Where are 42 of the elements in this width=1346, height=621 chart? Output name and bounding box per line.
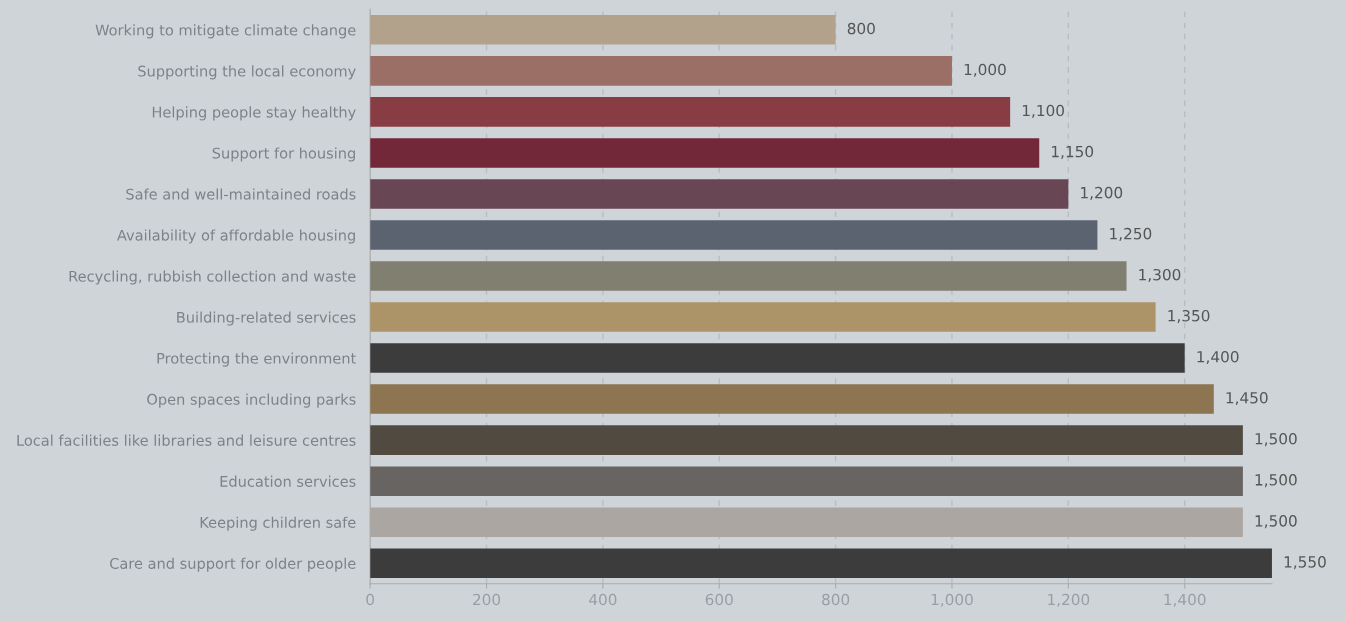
y-tick-label: Helping people stay healthy [152,106,356,121]
bar [370,384,1214,414]
data-label: 1,500 [1255,515,1297,529]
y-tick-label: Support for housing [212,147,355,162]
bar [370,97,1011,127]
data-label: 1,000 [964,63,1006,77]
y-tick-label: Open spaces including parks [147,393,356,408]
y-tick-label: Recycling, rubbish collection and waste [69,270,356,285]
y-tick-label: Education services [220,475,356,487]
y-tick-label: Availability of affordable housing [117,229,355,244]
y-tick-label: Supporting the local economy [138,65,356,80]
data-label: 1,300 [1139,268,1181,282]
y-tick-label: Keeping children safe [200,516,356,531]
data-label: 1,550 [1284,556,1326,570]
bar [370,425,1243,455]
y-tick-label: Local facilities like libraries and leisure centres [17,434,356,446]
y-tick-label: Safe and well-maintained roads [126,188,356,200]
y-tick-label: Protecting the environment [157,352,356,367]
data-label: 1,150 [1052,145,1094,159]
data-label: 1,250 [1110,227,1152,241]
bar [370,302,1156,332]
data-label: 1,100 [1022,104,1064,118]
data-label: 800 [847,22,875,35]
bar [370,220,1098,250]
bar [370,507,1243,537]
y-tick-label: Working to mitigate climate change [95,24,356,39]
bar [370,548,1272,578]
data-label: 1,450 [1226,391,1268,406]
bar [370,261,1127,291]
y-tick-label: Care and support for older people [110,557,356,572]
bar [370,343,1185,373]
bar [370,138,1040,168]
data-label: 1,500 [1255,433,1297,447]
data-label: 1,500 [1255,474,1297,488]
bar [370,466,1243,496]
data-label: 1,400 [1197,350,1239,365]
bar [370,179,1069,209]
bar [370,15,836,45]
data-label: 1,200 [1081,186,1123,200]
bar [370,56,952,86]
y-tick-label: Building-related services [177,311,356,326]
data-label: 1,350 [1168,309,1210,324]
